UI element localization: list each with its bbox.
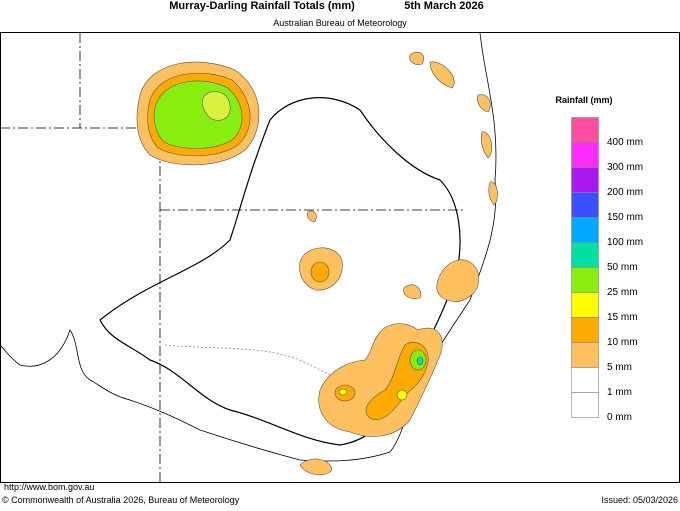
legend-swatch — [571, 192, 599, 218]
legend-swatch — [571, 267, 599, 293]
date: 5th March 2026 — [404, 0, 483, 12]
title: Murray-Darling Rainfall Totals (mm) — [169, 0, 355, 12]
legend-swatch — [571, 217, 599, 243]
rain-area — [396, 389, 408, 401]
legend-swatch — [571, 317, 599, 343]
legend-swatch — [571, 392, 599, 418]
rain-area — [310, 261, 330, 283]
legend-label: 400 mm — [607, 137, 643, 148]
rain-area — [416, 356, 424, 366]
legend-label: 1 mm — [607, 387, 632, 398]
legend-swatch — [571, 367, 599, 393]
legend-label: 5 mm — [607, 362, 632, 373]
legend-label: 200 mm — [607, 187, 643, 198]
legend-label: 50 mm — [607, 262, 638, 273]
legend-label: 300 mm — [607, 162, 643, 173]
legend-label: 25 mm — [607, 287, 638, 298]
legend-label: 150 mm — [607, 212, 643, 223]
copyright: © Commonwealth of Australia 2026, Bureau… — [2, 495, 240, 505]
issued: Issued: 05/03/2026 — [601, 495, 678, 505]
legend-label: 0 mm — [607, 412, 632, 423]
legend-label: 15 mm — [607, 312, 638, 323]
legend-title: Rainfall (mm) — [555, 95, 612, 105]
subtitle: Australian Bureau of Meteorology — [273, 18, 407, 28]
legend-swatch — [571, 142, 599, 168]
legend-label: 10 mm — [607, 337, 638, 348]
legend: Rainfall (mm) 400 mm 300 mm 200 mm 150 mm 10… — [555, 95, 643, 423]
rain-area — [306, 51, 498, 299]
rain-area — [338, 388, 348, 396]
rain-area — [436, 259, 480, 303]
legend-swatch — [571, 292, 599, 318]
rain-area — [299, 458, 333, 476]
rain-areas — [136, 51, 498, 476]
legend-swatch — [571, 242, 599, 268]
legend-swatch — [571, 167, 599, 193]
basin-outline — [99, 97, 461, 446]
rain-area — [201, 91, 231, 121]
coastline — [0, 32, 497, 462]
url: http://www.bom.gov.au — [4, 482, 94, 492]
legend-swatch — [571, 342, 599, 368]
legend-label: 100 mm — [607, 237, 643, 248]
legend-swatch — [571, 117, 599, 143]
